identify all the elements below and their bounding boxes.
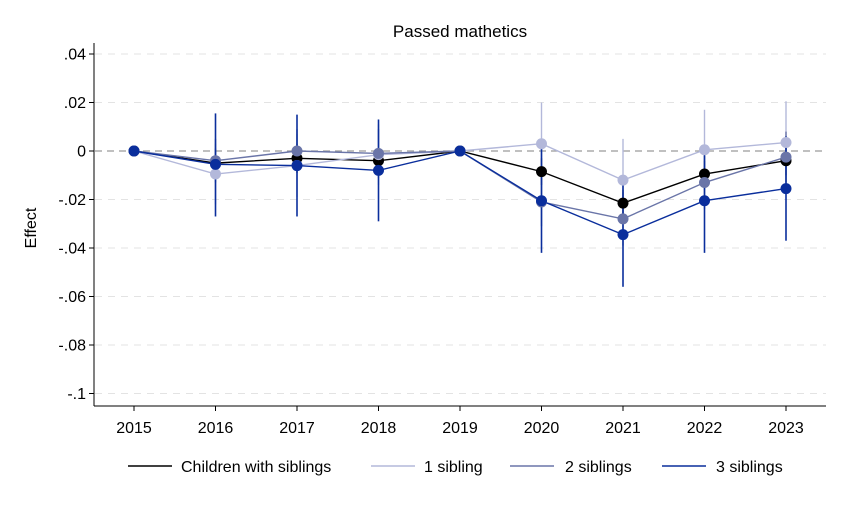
data-point [536,166,547,178]
data-point [617,229,629,241]
legend: Children with siblings 1 sibling 2 sibling… [128,459,783,476]
x-tick-label: 2017 [279,420,315,437]
axes: .04 .02 0 -.02 -.04 -.06 -.08 -.1 2015 2016 2017 20… [58,43,826,437]
data-point [210,168,221,180]
x-tick-label: 2021 [605,420,641,437]
x-tick-label: 2022 [687,420,723,437]
data-point [536,195,547,207]
data-point [617,197,629,209]
series-line [133,150,787,220]
chart-title: Passed mathetics [393,22,527,41]
series-points [128,137,792,241]
y-tick-label: 0 [77,144,86,161]
data-point [291,145,303,157]
legend-label: 2 siblings [565,459,632,476]
data-point [373,164,384,176]
series-line [133,150,787,236]
y-tick-label: -.04 [58,241,86,258]
y-tick-label: -.02 [58,192,86,209]
y-tick-label: -.1 [67,386,86,403]
y-tick-label: -.06 [58,289,86,306]
data-point [617,213,629,225]
data-point [780,151,792,163]
data-point [699,177,710,189]
data-point [373,147,384,159]
y-tick-label: .02 [64,95,86,112]
data-point [780,137,792,149]
confidence-intervals [214,101,787,287]
legend-label: 3 siblings [716,459,783,476]
data-point [699,144,710,156]
x-tick-label: 2023 [768,420,804,437]
legend-label: 1 sibling [424,459,483,476]
data-point [128,145,140,157]
x-tick-label: 2018 [361,420,397,437]
data-point [699,195,710,207]
y-tick-label: -.08 [58,338,86,355]
data-point [699,168,710,180]
gridlines [95,53,826,394]
data-point [210,158,221,170]
data-point [291,160,303,172]
data-point [454,145,466,157]
x-tick-label: 2016 [198,420,234,437]
legend-label: Children with siblings [181,459,331,476]
data-point [780,183,792,195]
x-tick-label: 2019 [442,420,478,437]
y-axis-label: Effect [23,207,40,248]
data-point [617,174,629,186]
x-tick-label: 2015 [116,420,152,437]
x-tick-label: 2020 [524,420,560,437]
y-tick-label: .04 [64,47,86,64]
data-point [536,138,547,150]
